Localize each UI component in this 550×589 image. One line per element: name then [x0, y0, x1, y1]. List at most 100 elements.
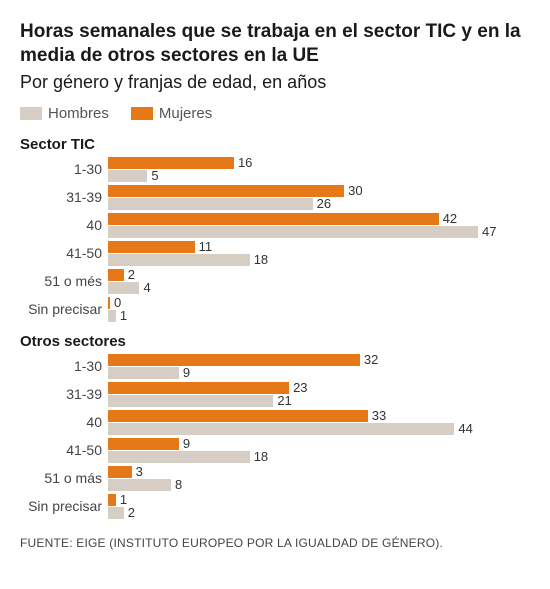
- bar-hombres: [108, 226, 478, 238]
- legend-item-hombres: Hombres: [20, 105, 109, 122]
- bar-line-hombres: 2: [108, 507, 530, 519]
- bar-pair: 9 18: [108, 438, 530, 463]
- value-mujeres: 42: [443, 212, 457, 225]
- bar-line-mujeres: 9: [108, 438, 530, 450]
- bar-mujeres: [108, 466, 132, 478]
- chart-row: 31-393026: [20, 185, 530, 210]
- bar-mujeres: [108, 438, 179, 450]
- bar-line-mujeres: 30: [108, 185, 530, 197]
- value-mujeres: 16: [238, 156, 252, 169]
- bar-line-mujeres: 23: [108, 382, 530, 394]
- value-hombres: 18: [254, 253, 268, 266]
- category-label: 1-30: [20, 162, 108, 176]
- category-label: 41-50: [20, 443, 108, 457]
- bar-hombres: [108, 254, 250, 266]
- value-mujeres: 2: [128, 268, 135, 281]
- bar-line-hombres: 21: [108, 395, 530, 407]
- bar-pair: 16 5: [108, 157, 530, 182]
- chart-row: 31-392321: [20, 382, 530, 407]
- section-label: Sector TIC: [20, 136, 530, 153]
- category-label: 40: [20, 415, 108, 429]
- category-label: 31-39: [20, 190, 108, 204]
- bar-mujeres: [108, 354, 360, 366]
- bar-hombres: [108, 282, 139, 294]
- bar-pair: 32 9: [108, 354, 530, 379]
- bar-line-hombres: 18: [108, 254, 530, 266]
- legend-item-mujeres: Mujeres: [131, 105, 212, 122]
- legend-label-hombres: Hombres: [48, 105, 109, 122]
- chart-row: 41-50 11 18: [20, 241, 530, 266]
- swatch-mujeres: [131, 107, 153, 120]
- value-hombres: 44: [458, 422, 472, 435]
- value-mujeres: 32: [364, 353, 378, 366]
- section-label: Otros sectores: [20, 333, 530, 350]
- bar-line-mujeres: 1: [108, 494, 530, 506]
- bar-mujeres: [108, 157, 234, 169]
- bar-line-mujeres: 33: [108, 410, 530, 422]
- bar-pair: 42 47: [108, 213, 530, 238]
- bar-hombres: [108, 310, 116, 322]
- bar-pair: 11 18: [108, 241, 530, 266]
- chart-area: Sector TIC1-3016531-39302640424741-50111…: [20, 136, 530, 522]
- bar-pair: 2321: [108, 382, 530, 407]
- chart-row: 1-30 16 5: [20, 157, 530, 182]
- category-label: 41-50: [20, 246, 108, 260]
- bar-line-hombres: 4: [108, 282, 530, 294]
- bar-pair: 3026: [108, 185, 530, 210]
- value-hombres: 47: [482, 225, 496, 238]
- bar-line-mujeres: 16: [108, 157, 530, 169]
- category-label: 1-30: [20, 359, 108, 373]
- bar-hombres: [108, 479, 171, 491]
- chart-row: 40 33 44: [20, 410, 530, 435]
- bar-pair: 38: [108, 466, 530, 491]
- value-hombres: 21: [277, 394, 291, 407]
- bar-mujeres: [108, 269, 124, 281]
- bar-line-mujeres: 42: [108, 213, 530, 225]
- bar-line-hombres: 5: [108, 170, 530, 182]
- bar-mujeres: [108, 241, 195, 253]
- bar-hombres: [108, 170, 147, 182]
- value-mujeres: 11: [199, 240, 213, 253]
- section-chart: 1-3032931-39232140334441-5091851 o más38…: [20, 354, 530, 522]
- source-text: FUENTE: EIGE (INSTITUTO EUROPEO POR LA I…: [20, 536, 530, 550]
- bar-line-hombres: 26: [108, 198, 530, 210]
- chart-row: Sin precisar01: [20, 297, 530, 322]
- bar-hombres: [108, 395, 273, 407]
- category-label: 40: [20, 218, 108, 232]
- chart-row: Sin precisar12: [20, 494, 530, 519]
- chart-row: 51 o més 24: [20, 269, 530, 294]
- bar-hombres: [108, 423, 454, 435]
- bar-mujeres: [108, 382, 289, 394]
- value-hombres: 26: [317, 197, 331, 210]
- chart-row: 41-50 9 18: [20, 438, 530, 463]
- bar-pair: 33 44: [108, 410, 530, 435]
- value-hombres: 2: [128, 506, 135, 519]
- value-hombres: 4: [143, 281, 150, 294]
- chart-row: 40 42 47: [20, 213, 530, 238]
- bar-line-hombres: 8: [108, 479, 530, 491]
- category-label: 51 o más: [20, 471, 108, 485]
- value-hombres: 8: [175, 478, 182, 491]
- chart-row: 1-30 32 9: [20, 354, 530, 379]
- bar-line-mujeres: 0: [108, 297, 530, 309]
- swatch-hombres: [20, 107, 42, 120]
- value-mujeres: 33: [372, 409, 386, 422]
- value-hombres: 1: [120, 309, 127, 322]
- category-label: 51 o més: [20, 274, 108, 288]
- bar-line-mujeres: 32: [108, 354, 530, 366]
- bar-mujeres: [108, 213, 439, 225]
- bar-line-hombres: 18: [108, 451, 530, 463]
- category-label: Sin precisar: [20, 499, 108, 513]
- chart-row: 51 o más38: [20, 466, 530, 491]
- value-hombres: 18: [254, 450, 268, 463]
- bar-pair: 01: [108, 297, 530, 322]
- bar-line-hombres: 1: [108, 310, 530, 322]
- legend-label-mujeres: Mujeres: [159, 105, 212, 122]
- value-hombres: 5: [151, 169, 158, 182]
- bar-hombres: [108, 451, 250, 463]
- value-mujeres: 9: [183, 437, 190, 450]
- bar-hombres: [108, 367, 179, 379]
- value-mujeres: 23: [293, 381, 307, 394]
- bar-pair: 12: [108, 494, 530, 519]
- value-hombres: 9: [183, 366, 190, 379]
